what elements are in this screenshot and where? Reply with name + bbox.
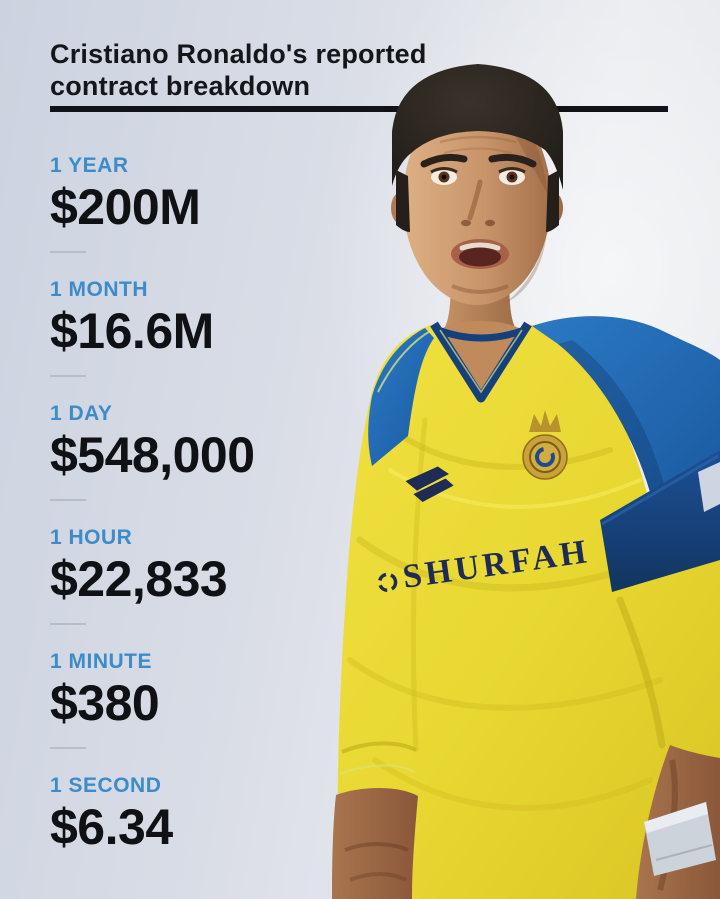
brand-logo-icon bbox=[405, 466, 454, 502]
stat-divider bbox=[50, 499, 86, 501]
jersey-sleeves bbox=[368, 316, 720, 592]
stat-divider bbox=[50, 747, 86, 749]
stat-divider bbox=[50, 375, 86, 377]
jersey bbox=[337, 324, 720, 899]
stat-day: 1 DAY $548,000 bbox=[50, 402, 370, 526]
stat-value: $22,833 bbox=[50, 551, 228, 607]
hair bbox=[392, 64, 563, 190]
stat-value: $380 bbox=[50, 675, 160, 731]
title-underline bbox=[50, 106, 668, 112]
stat-second: 1 SECOND $6.34 bbox=[50, 774, 370, 898]
ronaldo-photo: SHURFAH bbox=[332, 64, 720, 899]
stat-label: 1 MINUTE bbox=[50, 650, 153, 673]
stat-value: $548,000 bbox=[50, 427, 255, 483]
v-neck-collar bbox=[430, 321, 532, 403]
stat-value: $6.34 bbox=[50, 799, 173, 855]
stat-label: 1 DAY bbox=[50, 402, 113, 425]
page-title: Cristiano Ronaldo's reported contract br… bbox=[50, 38, 427, 103]
stat-value: $200M bbox=[50, 179, 201, 235]
stat-month: 1 MONTH $16.6M bbox=[50, 278, 370, 402]
stat-year: 1 YEAR $200M bbox=[50, 154, 370, 278]
stat-label: 1 SECOND bbox=[50, 774, 162, 797]
face bbox=[391, 64, 563, 305]
stat-minute: 1 MINUTE $380 bbox=[50, 650, 370, 774]
stat-label: 1 YEAR bbox=[50, 154, 129, 177]
stat-label: 1 MONTH bbox=[50, 278, 148, 301]
captain-armband bbox=[600, 450, 720, 592]
title-line-2: contract breakdown bbox=[50, 71, 311, 102]
right-forearm bbox=[636, 745, 720, 899]
contract-breakdown-list: 1 YEAR $200M 1 MONTH $16.6M 1 DAY $548,0… bbox=[50, 154, 370, 898]
left-hand bbox=[332, 788, 418, 899]
title-line-1: Cristiano Ronaldo's reported bbox=[50, 39, 427, 69]
stat-divider bbox=[50, 623, 86, 625]
stat-divider bbox=[50, 251, 86, 253]
stat-label: 1 HOUR bbox=[50, 526, 133, 549]
stat-value: $16.6M bbox=[50, 303, 214, 359]
club-crest-icon bbox=[522, 410, 568, 480]
stat-hour: 1 HOUR $22,833 bbox=[50, 526, 370, 650]
